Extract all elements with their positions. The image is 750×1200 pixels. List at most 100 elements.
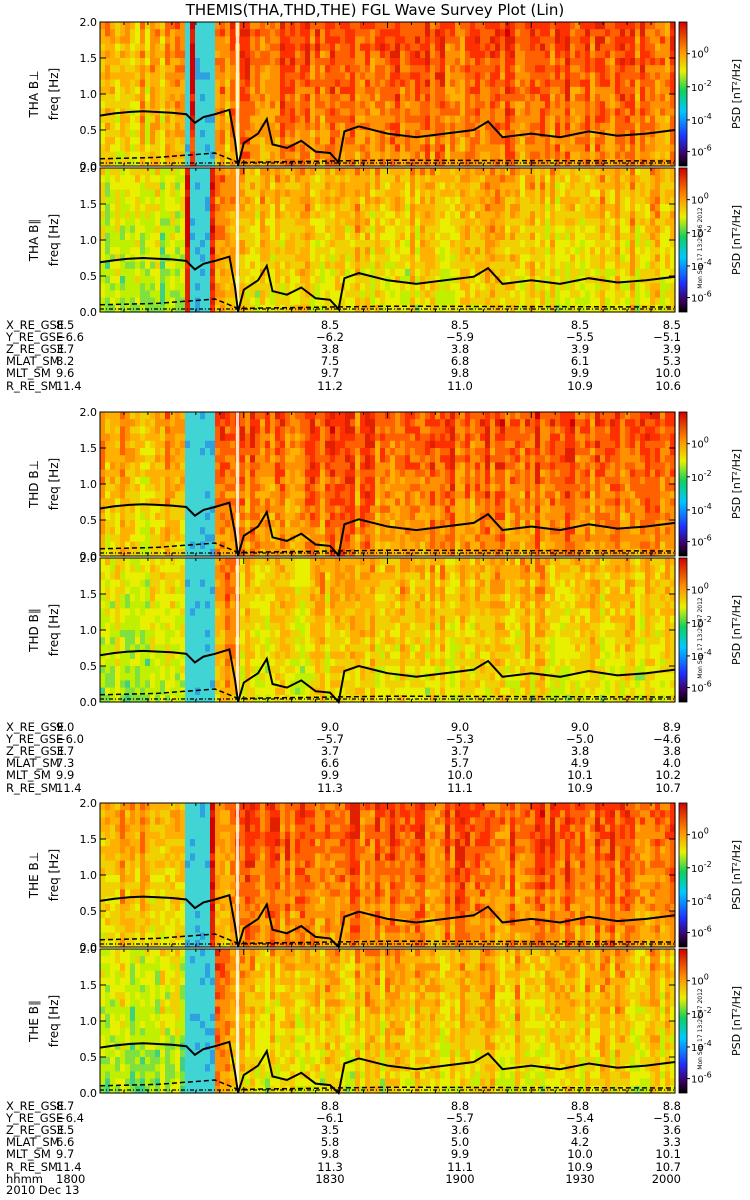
heatmap-cell [120, 440, 126, 449]
heatmap-cell [165, 50, 171, 59]
heatmap-cell [300, 283, 306, 291]
heatmap-cell [605, 65, 611, 73]
heatmap-cell [125, 225, 131, 234]
heatmap-cell [645, 36, 651, 45]
heatmap-cell [665, 261, 671, 270]
heatmap-cell [660, 151, 666, 160]
heatmap-cell [475, 65, 481, 73]
heatmap-cell [195, 86, 201, 95]
heatmap-cell [145, 448, 151, 456]
heatmap-cell [400, 175, 406, 183]
heatmap-cell [325, 232, 331, 241]
heatmap-cell [355, 175, 361, 183]
heatmap-cell [110, 122, 116, 131]
heatmap-cell [290, 225, 296, 234]
heatmap-cell [480, 182, 486, 191]
heatmap-cell [365, 204, 371, 212]
heatmap-cell [120, 122, 126, 131]
heatmap-cell [460, 168, 466, 176]
heatmap-cell [535, 196, 541, 205]
heatmap-cell [435, 158, 441, 167]
heatmap-cell [255, 175, 261, 183]
heatmap-cell [370, 276, 376, 284]
heatmap-cell [660, 144, 666, 153]
heatmap-cell [330, 168, 336, 176]
heatmap-cell [275, 108, 281, 117]
heatmap-cell [215, 290, 221, 299]
heatmap-cell [565, 204, 571, 212]
heatmap-cell [360, 168, 366, 176]
heatmap-cell [395, 254, 401, 263]
heatmap-cell [135, 211, 141, 219]
heatmap-cell [540, 297, 546, 306]
heatmap-cell [115, 72, 121, 81]
heatmap-cell [515, 122, 521, 131]
heatmap-cell [650, 254, 656, 263]
heatmap-cell [325, 196, 331, 205]
heatmap-cell [385, 297, 391, 306]
heatmap-cell [145, 22, 151, 30]
heatmap-cell [195, 204, 201, 212]
heatmap-cell [325, 101, 331, 109]
heatmap-cell [265, 29, 271, 37]
heatmap-cell [610, 189, 616, 198]
heatmap-cell [450, 290, 456, 299]
heatmap-cell [505, 36, 511, 45]
heatmap-cell [595, 232, 601, 241]
heatmap-cell [345, 254, 351, 263]
heatmap-cell [505, 86, 511, 95]
heatmap-cell [645, 58, 651, 66]
heatmap-cell [125, 43, 131, 52]
heatmap-cell [655, 247, 661, 255]
heatmap-cell [670, 211, 676, 219]
heatmap-cell [315, 168, 321, 176]
heatmap-cell [540, 218, 546, 227]
heatmap-cell [240, 261, 246, 270]
heatmap-cell [490, 182, 496, 191]
heatmap-cell [445, 175, 451, 183]
heatmap-cell [580, 218, 586, 227]
heatmap-cell [615, 225, 621, 234]
heatmap-cell [650, 175, 656, 183]
heatmap-cell [170, 204, 176, 212]
heatmap-cell [520, 283, 526, 291]
heatmap-cell [255, 86, 261, 95]
heatmap-cell [340, 94, 346, 102]
heatmap-cell [665, 297, 671, 306]
heatmap-cell [205, 101, 211, 109]
heatmap-cell [600, 290, 606, 299]
heatmap-cell [205, 72, 211, 81]
heatmap-cell [615, 130, 621, 138]
heatmap-cell [405, 175, 411, 183]
heatmap-cell [305, 211, 311, 219]
heatmap-cell [185, 50, 191, 59]
heatmap-cell [360, 290, 366, 299]
heatmap-cell [125, 419, 131, 427]
heatmap-cell [335, 144, 341, 153]
heatmap-cell [650, 204, 656, 212]
heatmap-cell [395, 182, 401, 191]
heatmap-cell [615, 108, 621, 117]
heatmap-cell [565, 79, 571, 88]
heatmap-cell [405, 108, 411, 117]
heatmap-cell [280, 211, 286, 219]
heatmap-cell [610, 211, 616, 219]
heatmap-cell [135, 36, 141, 45]
heatmap-cell [105, 240, 111, 248]
heatmap-cell [420, 137, 426, 145]
heatmap-cell [200, 151, 206, 160]
heatmap-cell [630, 297, 636, 306]
heatmap-cell [655, 43, 661, 52]
heatmap-cell [180, 218, 186, 227]
heatmap-cell [245, 79, 251, 88]
heatmap-cell [525, 175, 531, 183]
heatmap-cell [350, 22, 356, 30]
heatmap-cell [320, 175, 326, 183]
heatmap-cell [665, 283, 671, 291]
heatmap-cell [580, 115, 586, 124]
heatmap-cell [135, 218, 141, 227]
heatmap-cell [450, 115, 456, 124]
heatmap-cell [140, 36, 146, 45]
heatmap-cell [275, 254, 281, 263]
heatmap-cell [100, 182, 106, 191]
